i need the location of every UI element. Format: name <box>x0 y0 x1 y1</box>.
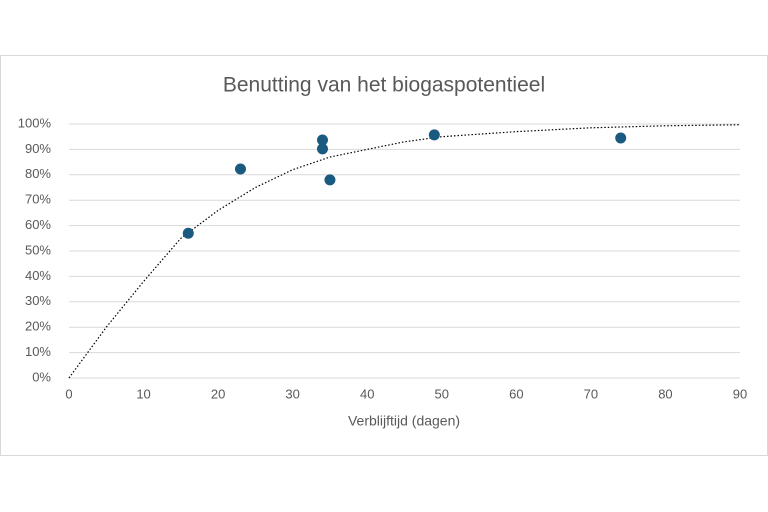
y-tick-label: 30% <box>25 293 51 308</box>
trendline <box>68 124 741 379</box>
x-tick-label: 60 <box>509 386 523 401</box>
y-tick-label: 10% <box>25 344 51 359</box>
y-tick-label: 20% <box>25 319 51 334</box>
y-tick-label: 90% <box>25 141 51 156</box>
y-tick-label: 60% <box>25 217 51 232</box>
x-tick-label: 30 <box>285 386 299 401</box>
x-tick-label: 70 <box>584 386 598 401</box>
y-tick-label: 80% <box>25 166 51 181</box>
x-tick-label: 10 <box>136 386 150 401</box>
scatter-point <box>316 143 328 155</box>
x-tick-label: 90 <box>733 386 747 401</box>
x-tick-label: 20 <box>211 386 225 401</box>
y-tick-label: 100% <box>18 115 52 130</box>
scatter-point <box>316 134 328 146</box>
x-tick-label: 40 <box>360 386 374 401</box>
y-tick-label: 0% <box>32 369 51 384</box>
x-tick-label: 50 <box>435 386 449 401</box>
scatter-point <box>234 163 246 175</box>
x-tick-label: 0 <box>65 386 72 401</box>
y-tick-label: 50% <box>25 242 51 257</box>
y-tick-label: 70% <box>25 192 51 207</box>
scatter-point <box>615 132 627 144</box>
x-tick-label: 80 <box>658 386 672 401</box>
scatter-point <box>324 174 336 186</box>
scatter-point <box>428 129 440 141</box>
scatter-point <box>182 227 194 239</box>
chart-border <box>0 55 768 456</box>
y-tick-label: 40% <box>25 268 51 283</box>
chart-title: Benutting van het biogaspotentieel <box>223 74 545 97</box>
x-axis-title: Verblijftijd (dagen) <box>348 413 460 429</box>
